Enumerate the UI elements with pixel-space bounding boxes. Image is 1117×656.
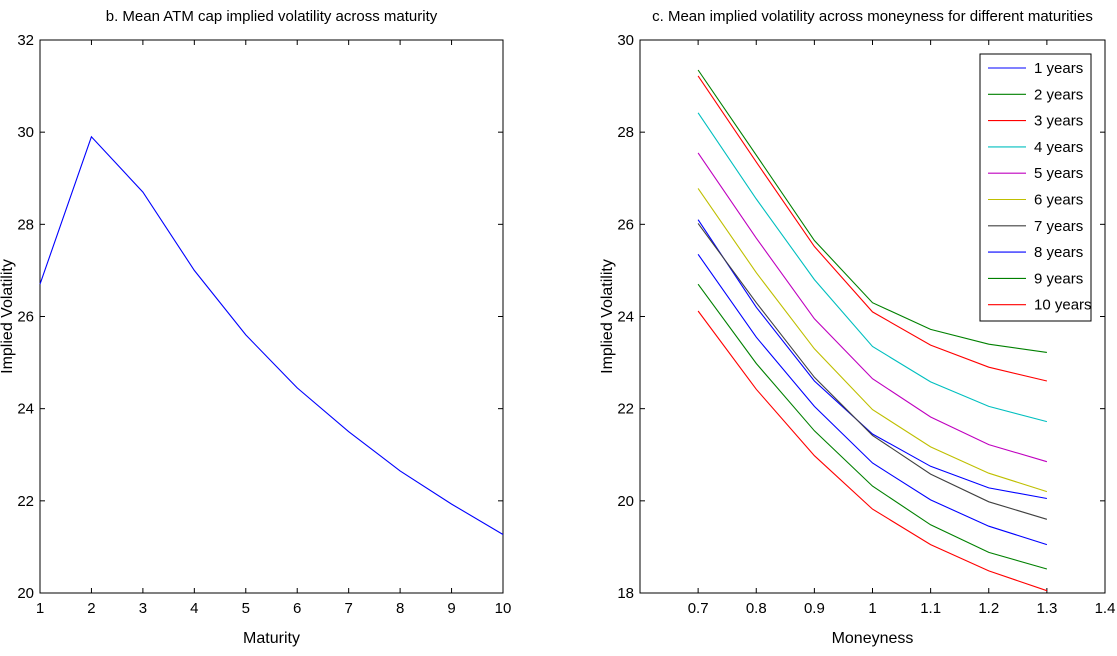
series-line-2 xyxy=(697,69,1047,353)
legend-label: 7 years xyxy=(1034,218,1083,235)
chart-moneyness: c. Mean implied volatility across moneyn… xyxy=(599,8,1115,647)
chart-title: b. Mean ATM cap implied volatility acros… xyxy=(106,8,438,25)
x-tick-label: 1 xyxy=(36,600,44,617)
legend: 1 years 2 years 3 years 4 years 5 years 6 yea… xyxy=(979,53,1092,322)
y-tick-label: 22 xyxy=(17,493,34,510)
x-tick-label: 2 xyxy=(87,600,95,617)
y-axis-label: Implied Volatility xyxy=(0,259,16,374)
series-group xyxy=(697,69,1048,592)
x-tick-label: 1.1 xyxy=(920,600,941,617)
legend-label: 4 years xyxy=(1034,139,1083,156)
y-tick-label: 22 xyxy=(617,401,634,418)
chart-title: c. Mean implied volatility across moneyn… xyxy=(652,8,1093,25)
x-axis-label: Maturity xyxy=(243,630,300,647)
series-line-7 xyxy=(697,223,1048,520)
y-tick-label: 24 xyxy=(17,401,34,418)
y-tick-label: 28 xyxy=(617,124,634,141)
tick-group: 0.7 0.8 0.9 1 1.1 1.2 1.3 1.4 18 20 22 24 26 28 30 xyxy=(617,32,1115,617)
y-tick-label: 20 xyxy=(617,493,634,510)
y-tick-label: 24 xyxy=(617,309,634,326)
legend-label: 8 years xyxy=(1034,244,1083,261)
legend-label: 1 years xyxy=(1034,60,1083,77)
series-line-9 xyxy=(697,283,1048,570)
x-tick-label: 5 xyxy=(242,600,250,617)
plot-frame xyxy=(39,39,504,594)
x-tick-label: 7 xyxy=(344,600,352,617)
series-line-5 xyxy=(697,152,1048,463)
y-tick-label: 20 xyxy=(17,585,34,602)
series-line-10 xyxy=(697,310,1048,592)
x-tick-label: 9 xyxy=(447,600,455,617)
x-tick-label: 0.7 xyxy=(688,600,709,617)
legend-label: 5 years xyxy=(1034,165,1083,182)
x-tick-label: 8 xyxy=(396,600,404,617)
x-tick-label: 6 xyxy=(293,600,301,617)
legend-label: 10 years xyxy=(1034,297,1092,314)
x-tick-label: 1.2 xyxy=(978,600,999,617)
x-tick-label: 0.9 xyxy=(804,600,825,617)
x-axis-label: Moneyness xyxy=(832,630,914,647)
x-tick-label: 0.8 xyxy=(746,600,767,617)
series-line-8 xyxy=(697,253,1048,546)
legend-label: 2 years xyxy=(1034,86,1083,103)
legend-label: 9 years xyxy=(1034,270,1083,287)
series-group xyxy=(39,135,504,535)
x-tick-label: 1.3 xyxy=(1036,600,1057,617)
tick-group: 1 2 3 4 5 6 7 8 9 10 20 22 24 26 28 30 32 xyxy=(17,32,511,617)
y-tick-label: 18 xyxy=(617,585,634,602)
y-axis-label: Implied Volatility xyxy=(599,259,616,374)
x-tick-label: 10 xyxy=(495,600,512,617)
y-tick-label: 26 xyxy=(17,309,34,326)
legend-label: 3 years xyxy=(1034,113,1083,130)
legend-label: 6 years xyxy=(1034,192,1083,209)
series-line-1 xyxy=(697,219,1047,500)
x-tick-label: 4 xyxy=(190,600,198,617)
series-line-4 xyxy=(697,112,1048,423)
series-line-1 xyxy=(39,135,504,535)
y-tick-label: 32 xyxy=(17,32,34,49)
x-tick-label: 3 xyxy=(139,600,147,617)
series-line-6 xyxy=(697,188,1048,493)
legend-box xyxy=(979,53,1092,322)
x-tick-label: 1.4 xyxy=(1095,600,1116,617)
chart-maturity: b. Mean ATM cap implied volatility acros… xyxy=(0,8,511,647)
y-tick-label: 26 xyxy=(617,216,634,233)
series-line-3 xyxy=(697,75,1048,382)
y-tick-label: 30 xyxy=(617,32,634,49)
y-tick-label: 30 xyxy=(17,124,34,141)
y-tick-label: 28 xyxy=(17,216,34,233)
x-tick-label: 1 xyxy=(868,600,876,617)
